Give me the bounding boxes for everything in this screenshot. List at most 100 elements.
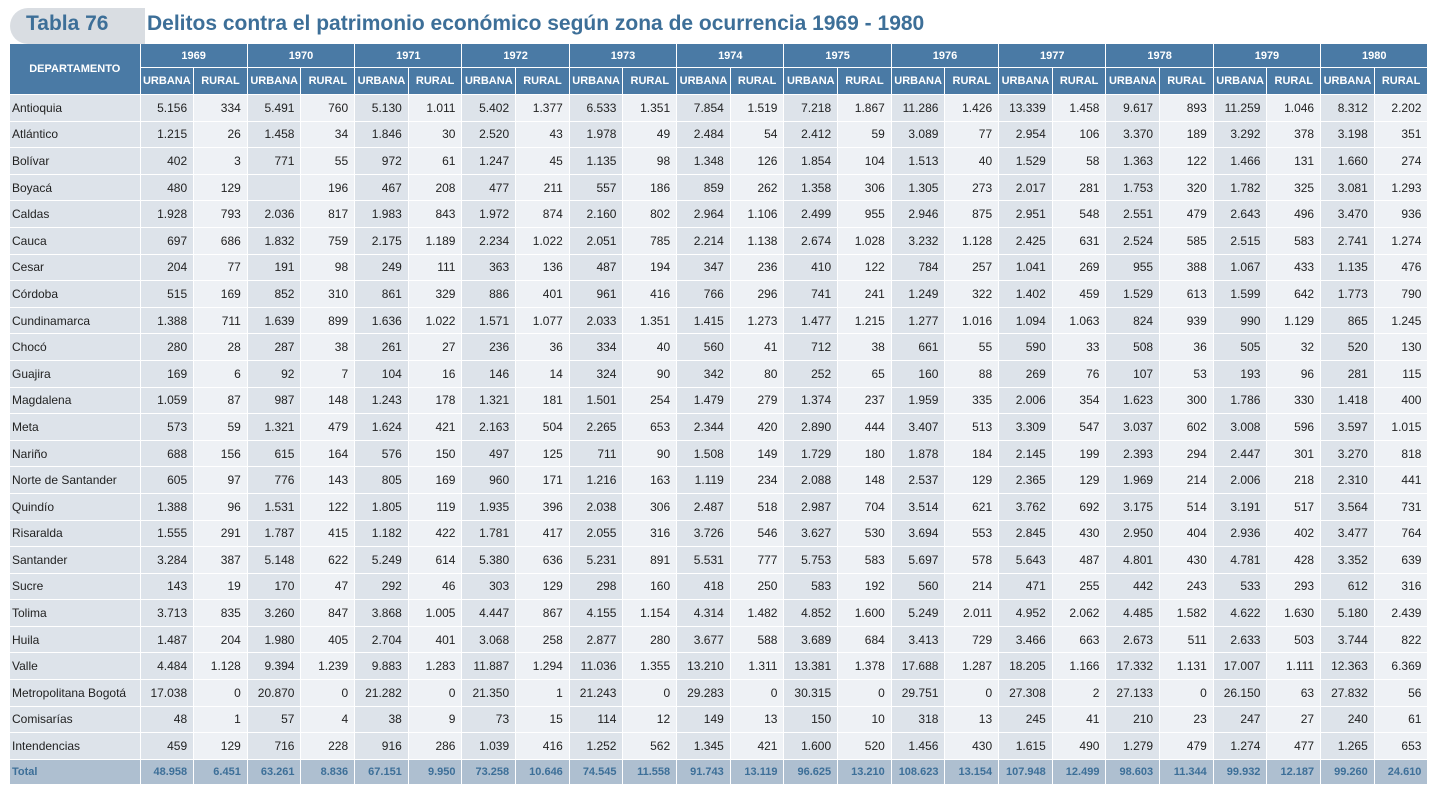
- rural-value: 1.582: [1159, 599, 1214, 627]
- urban-value: 292: [354, 573, 409, 601]
- urban-value: 2.145: [998, 440, 1053, 468]
- rural-value: 378: [1266, 121, 1322, 149]
- table-row: Cauca 697 686 1.832 759 2.175 1.189 2.234 1.022 2…: [10, 227, 1429, 255]
- rural-value: 12: [622, 706, 678, 734]
- rural-value: 1.273: [730, 307, 785, 335]
- rural-value: 88: [944, 360, 1000, 388]
- rural-value: 663: [1052, 626, 1107, 654]
- rural-header: RURAL: [837, 67, 892, 95]
- rural-value: 54: [730, 121, 785, 149]
- urban-value: 13.381: [783, 652, 839, 681]
- urban-value: 824: [1105, 307, 1161, 335]
- rural-value: 1.011: [408, 94, 463, 122]
- rural-value: 487: [1052, 546, 1107, 574]
- year-header: 1975: [783, 44, 892, 68]
- urban-value: 3.597: [1320, 413, 1375, 441]
- urban-value: 3.089: [891, 121, 946, 149]
- rural-value: 211: [515, 174, 570, 202]
- rural-value: 186: [622, 174, 678, 202]
- rural-value: 711: [193, 307, 248, 335]
- rural-value: 2.202: [1374, 94, 1429, 122]
- rural-value: 184: [944, 440, 1000, 468]
- urban-header: URBANA: [140, 67, 195, 95]
- total-rural-value: 8.836: [300, 759, 356, 785]
- table-row: Tolima 3.713 835 3.260 847 3.868 1.005 4.447 867…: [10, 599, 1429, 627]
- urban-value: 1.321: [247, 413, 302, 441]
- urban-value: 605: [140, 466, 195, 494]
- urban-value: 5.249: [354, 546, 409, 574]
- rural-value: 430: [944, 732, 1000, 760]
- urban-header: URBANA: [998, 67, 1053, 95]
- urban-value: 1.249: [891, 280, 946, 308]
- urban-value: 716: [247, 732, 302, 760]
- rural-value: 548: [1052, 200, 1107, 228]
- urban-value: 5.402: [461, 94, 517, 122]
- urban-value: 2.950: [1105, 520, 1161, 548]
- urban-value: 784: [891, 254, 946, 282]
- urban-value: 1.348: [676, 147, 731, 175]
- rural-value: 189: [1159, 121, 1214, 149]
- urban-value: 3.037: [1105, 413, 1161, 441]
- urban-value: 480: [140, 174, 195, 202]
- rural-value: 686: [193, 227, 248, 255]
- rural-value: 63: [1266, 679, 1322, 707]
- department-name: Risaralda: [10, 520, 141, 548]
- rural-value: 3: [193, 147, 248, 175]
- rural-value: 547: [1052, 413, 1107, 441]
- department-name: Bolívar: [10, 147, 141, 175]
- urban-value: 477: [461, 174, 517, 202]
- table-row: Chocó 280 28 287 38 261 27 236 36 334 40 560 41 712 38…: [10, 333, 1429, 361]
- urban-value: 1.555: [140, 520, 195, 548]
- urban-value: 442: [1105, 573, 1161, 601]
- total-urban-value: 108.623: [891, 759, 946, 785]
- table-row: Bolívar 402 3 771 55 972 61 1.247 45 1.135 98 1.348…: [10, 147, 1429, 175]
- total-urban-value: 63.261: [247, 759, 302, 785]
- urban-value: 2.365: [998, 466, 1053, 494]
- urban-value: 2.160: [569, 200, 624, 228]
- rural-value: 291: [193, 520, 248, 548]
- rural-value: 430: [1052, 520, 1107, 548]
- year-header: 1977: [998, 44, 1107, 68]
- rural-value: 97: [193, 466, 248, 494]
- rural-value: 622: [300, 546, 356, 574]
- rural-value: 1.131: [1159, 652, 1214, 681]
- urban-value: 1.787: [247, 520, 302, 548]
- department-name: Córdoba: [10, 280, 141, 308]
- urban-value: 5.148: [247, 546, 302, 574]
- rural-value: 214: [944, 573, 1000, 601]
- table-row: Cundinamarca 1.388 711 1.639 899 1.636 1.022 1.…: [10, 307, 1429, 335]
- rural-value: 56: [1374, 679, 1429, 707]
- total-rural-value: 12.499: [1052, 759, 1107, 785]
- urban-value: 303: [461, 573, 517, 601]
- urban-value: 776: [247, 466, 302, 494]
- rural-value: 1.458: [1052, 94, 1107, 122]
- rural-value: 306: [837, 174, 892, 202]
- department-name: Sucre: [10, 573, 141, 601]
- rural-value: 441: [1374, 466, 1429, 494]
- urban-value: 3.744: [1320, 626, 1375, 654]
- rural-value: 0: [730, 679, 785, 707]
- rural-value: 1.189: [408, 227, 463, 255]
- rural-value: 148: [300, 387, 356, 415]
- urban-value: 13.339: [998, 94, 1053, 122]
- rural-value: 653: [1374, 732, 1429, 760]
- urban-value: 3.198: [1320, 121, 1375, 149]
- rural-value: 1: [193, 706, 248, 734]
- rural-value: 1.022: [408, 307, 463, 335]
- urban-value: 2.633: [1213, 626, 1268, 654]
- rural-value: 1.063: [1052, 307, 1107, 335]
- rural-value: 936: [1374, 200, 1429, 228]
- urban-value: 7.218: [783, 94, 839, 122]
- department-name: Caldas: [10, 200, 141, 228]
- rural-value: 131: [1266, 147, 1322, 175]
- rural-value: 588: [730, 626, 785, 654]
- rural-value: 1: [515, 679, 570, 707]
- year-header: 1979: [1213, 44, 1322, 68]
- rural-value: 119: [408, 493, 463, 521]
- total-urban-value: 96.625: [783, 759, 839, 785]
- rural-value: 13: [944, 706, 1000, 734]
- rural-value: 899: [300, 307, 356, 335]
- urban-value: 5.231: [569, 546, 624, 574]
- urban-value: 1.477: [783, 307, 839, 335]
- urban-value: 418: [676, 573, 731, 601]
